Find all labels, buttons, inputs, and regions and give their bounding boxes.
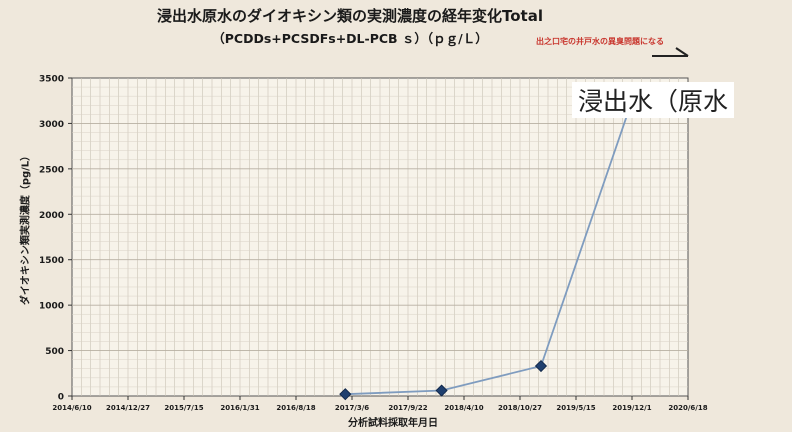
series-line [345, 109, 630, 396]
y-tick-label: 2500 [39, 165, 64, 175]
data-point [435, 384, 448, 397]
data-point [534, 359, 548, 373]
x-tick-label: 2018/4/10 [444, 404, 483, 412]
x-tick-label: 2016/8/18 [276, 404, 315, 412]
x-axis-label: 分析試料採取年月日 [348, 418, 438, 429]
x-tick-label: 2015/7/15 [164, 404, 203, 412]
x-tick-label: 2017/9/22 [388, 404, 427, 412]
y-tick-label: 500 [45, 347, 64, 357]
x-tick-label: 2017/3/6 [335, 404, 369, 412]
data-point [339, 388, 352, 401]
y-tick-label: 3500 [39, 75, 64, 85]
y-tick-label: 2000 [39, 211, 64, 221]
x-tick-label: 2020/6/18 [668, 404, 707, 412]
y-tick-label: 1500 [39, 256, 64, 266]
x-tick-label: 2018/10/27 [498, 404, 542, 412]
y-tick-label: 1000 [39, 302, 64, 312]
x-tick-label: 2016/1/31 [220, 404, 259, 412]
chart-subtitle: （PCDDs+PCSDFs+DL-PCB ｓ）（ｐｇ/Ｌ） [212, 31, 488, 46]
y-tick-label: 3000 [39, 120, 64, 130]
x-tick-label: 2019/5/15 [556, 404, 595, 412]
x-tick-label: 2014/6/10 [52, 404, 91, 412]
x-tick-label: 2019/12/1 [612, 404, 651, 412]
x-tick-label: 2014/12/27 [106, 404, 150, 412]
y-tick-label: 0 [58, 393, 64, 403]
overlay-label: 浸出水（原水 [572, 82, 735, 118]
chart-title: 浸出水原水のダイオキシン類の実測濃度の経年変化Total [157, 7, 543, 25]
annotation-note: 出之口宅の井戸水の異臭問題になる [536, 37, 664, 46]
annotation-arrow-head [675, 47, 689, 57]
